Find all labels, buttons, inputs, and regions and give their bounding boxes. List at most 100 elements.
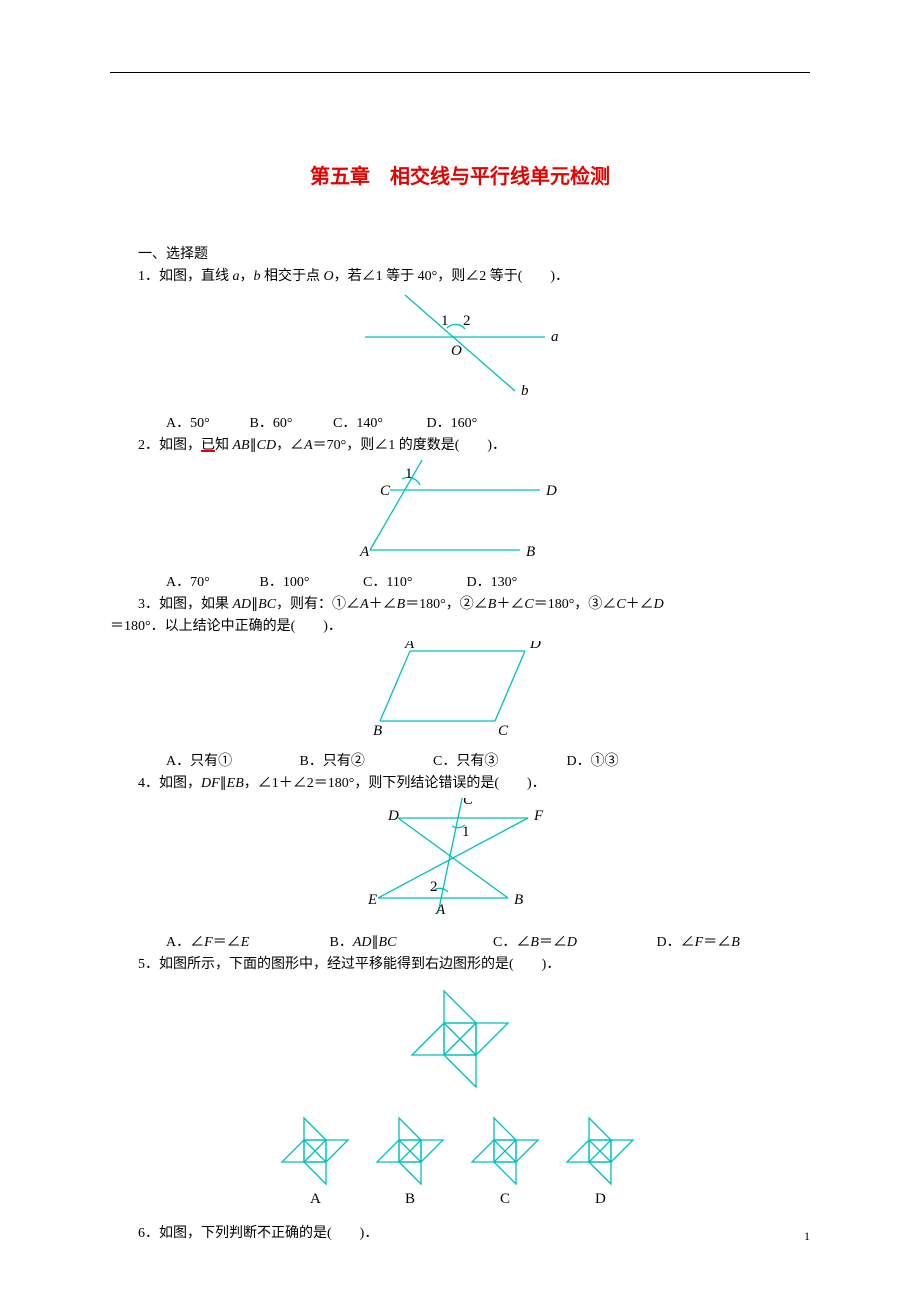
- svg-text:A: A: [435, 902, 446, 918]
- q4-sl: ∥: [220, 776, 227, 791]
- q3-C2: C: [616, 597, 625, 612]
- q1-var-a: a: [233, 269, 240, 284]
- q2-text-2: 知: [215, 438, 233, 453]
- q5-options-figure: A B C D: [110, 1111, 810, 1219]
- q3-options: A．只有① B．只有② C．只有③ D．①③: [110, 751, 810, 773]
- q3-t3: ＋∠: [369, 597, 397, 612]
- q2-slash: ∥: [250, 438, 257, 453]
- q4-options: A．∠F＝∠E B．AD∥BC C．∠B＝∠D D．∠F＝∠B: [110, 932, 810, 954]
- q4-figure: D F E B C A 1 2: [110, 798, 810, 928]
- svg-text:E: E: [368, 892, 377, 908]
- q4-df: DF: [201, 776, 220, 791]
- svg-text:F: F: [533, 808, 544, 824]
- q2-text-3: ，∠: [276, 438, 304, 453]
- q3-D: D: [654, 597, 664, 612]
- q4-opt-d: D．∠F＝∠B: [629, 932, 789, 954]
- svg-text:D: D: [387, 808, 399, 824]
- q1-text-3: 相交于点: [261, 269, 324, 284]
- content-body: 一、选择题 1．如图，直线 a，b 相交于点 O，若∠1 等于 40°，则∠2 …: [110, 244, 810, 1244]
- page-number: 1: [804, 1229, 810, 1244]
- q1-var-O: O: [324, 269, 334, 284]
- svg-text:2: 2: [463, 313, 471, 329]
- svg-text:D: D: [529, 641, 541, 652]
- q5-target-figure: [110, 979, 810, 1107]
- q3-t5: ＋∠: [496, 597, 524, 612]
- q2-opt-d: D．130°: [439, 572, 518, 594]
- q1-opt-d: D．160°: [399, 413, 478, 435]
- q3-opt-b: B．只有②: [272, 751, 402, 773]
- svg-text:C: C: [498, 723, 509, 739]
- svg-text:C: C: [500, 1191, 510, 1207]
- svg-text:C: C: [380, 483, 391, 499]
- q4-opt-a: A．∠F＝∠E: [138, 932, 298, 954]
- q4-svg: D F E B C A 1 2: [368, 798, 553, 920]
- q3-svg: A D B C: [370, 641, 550, 739]
- q2-ab: AB: [233, 438, 250, 453]
- q1-opt-a: A．50°: [138, 413, 218, 435]
- q2-opt-b: B．100°: [232, 572, 332, 594]
- svg-text:D: D: [545, 483, 557, 499]
- q1-svg: 12 a b O: [345, 291, 575, 401]
- q3-B: B: [397, 597, 406, 612]
- svg-text:A: A: [404, 641, 415, 652]
- q1-stem: 1．如图，直线 a，b 相交于点 O，若∠1 等于 40°，则∠2 等于( )．: [110, 266, 810, 288]
- q2-cd: CD: [257, 438, 276, 453]
- q3-t7: ＋∠: [626, 597, 654, 612]
- svg-text:O: O: [451, 343, 462, 359]
- top-rule: [110, 72, 810, 73]
- q5-opts-svg: A B C D: [270, 1111, 650, 1211]
- q4-t1: 4．如图，: [138, 776, 201, 791]
- svg-text:B: B: [405, 1191, 415, 1207]
- svg-text:1: 1: [405, 466, 413, 482]
- q3-opt-c: C．只有③: [405, 751, 535, 773]
- q2-svg: 1C D A B: [350, 460, 570, 560]
- svg-text:C: C: [463, 798, 474, 808]
- q2-text-1: 2．如图，: [138, 438, 201, 453]
- svg-text:a: a: [551, 329, 559, 345]
- q1-opt-c: C．140°: [305, 413, 395, 435]
- svg-text:A: A: [359, 544, 370, 560]
- q2-stem: 2．如图，已知 AB∥CD，∠A＝70°，则∠1 的度数是( )．: [110, 435, 810, 457]
- q3-C: C: [524, 597, 533, 612]
- q3-stem-line1: 3．如图，如果 AD∥BC，则有：①∠A＋∠B＝180°，②∠B＋∠C＝180°…: [110, 594, 810, 616]
- q1-text-2: ，: [240, 269, 254, 284]
- svg-text:b: b: [521, 383, 529, 399]
- q1-text-4: ，若∠1 等于 40°，则∠2 等于( )．: [334, 269, 569, 284]
- q3-stem-line2: ＝180°．以上结论中正确的是( )．: [110, 616, 810, 638]
- svg-text:B: B: [373, 723, 382, 739]
- svg-text:2: 2: [430, 879, 438, 895]
- q2-opt-a: A．70°: [138, 572, 228, 594]
- q1-figure: 12 a b O: [110, 291, 810, 409]
- svg-text:B: B: [526, 544, 535, 560]
- svg-text:1: 1: [462, 824, 470, 840]
- q4-stem: 4．如图，DF∥EB，∠1＋∠2＝180°，则下列结论错误的是( )．: [110, 773, 810, 795]
- q1-text-1: 1．如图，直线: [138, 269, 233, 284]
- svg-text:1: 1: [441, 313, 449, 329]
- svg-text:B: B: [514, 892, 523, 908]
- q5-stem: 5．如图所示，下面的图形中，经过平移能得到右边图形的是( )．: [110, 954, 810, 976]
- svg-text:D: D: [595, 1191, 606, 1207]
- q3-t4: ＝180°，②∠: [405, 597, 488, 612]
- q2-opt-c: C．110°: [335, 572, 435, 594]
- q3-bc: BC: [258, 597, 276, 612]
- q6-stem: 6．如图，下列判断不正确的是( )．: [110, 1223, 810, 1245]
- q2-text-4: ＝70°，则∠1 的度数是( )．: [313, 438, 506, 453]
- svg-text:A: A: [310, 1191, 321, 1207]
- q3-opt-a: A．只有①: [138, 751, 268, 773]
- q1-options: A．50° B．60° C．140° D．160°: [110, 413, 810, 435]
- section-heading: 一、选择题: [110, 244, 810, 266]
- chapter-title: 第五章 相交线与平行线单元检测: [110, 160, 810, 189]
- q1-var-b: b: [254, 269, 261, 284]
- q3-A: A: [360, 597, 369, 612]
- q3-t1: 3．如图，如果: [138, 597, 233, 612]
- q3-t2: ，则有：①∠: [276, 597, 360, 612]
- q4-opt-b: B．AD∥BC: [302, 932, 462, 954]
- q4-t2: ，∠1＋∠2＝180°，则下列结论错误的是( )．: [244, 776, 546, 791]
- q5-target-svg: [400, 979, 520, 1099]
- q3-t6: ＝180°，③∠: [534, 597, 617, 612]
- q3-opt-d: D．①③: [539, 751, 669, 773]
- q4-eb: EB: [227, 776, 244, 791]
- q2-options: A．70° B．100° C．110° D．130°: [110, 572, 810, 594]
- q1-opt-b: B．60°: [222, 413, 302, 435]
- q4-opt-c: C．∠B＝∠D: [465, 932, 625, 954]
